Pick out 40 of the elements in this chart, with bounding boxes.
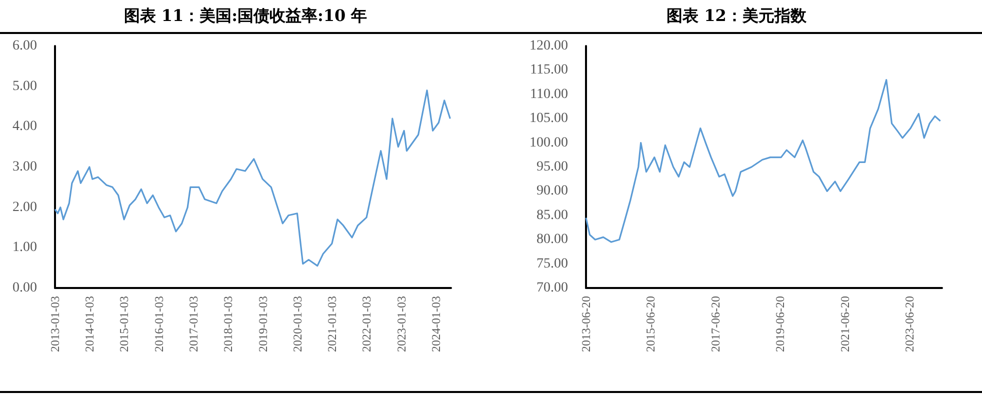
x-tick-label: 2018-01-03 [221,296,236,352]
x-tick-label: 2015-06-20 [644,296,658,352]
y-tick-label: 3.00 [12,160,37,174]
y-tick-label: 100.00 [530,135,568,150]
y-tick-label: 90.00 [536,184,568,199]
x-tick-label: 2022-01-03 [360,296,374,352]
line-series [585,79,942,243]
x-tick-label: 2014-01-03 [82,296,97,352]
x-tick-label: 2024-01-03 [428,296,443,352]
y-tick-label: 110.00 [530,86,568,102]
y-tick-label: 95.00 [536,160,568,174]
y-tick-label: 85.00 [536,208,568,223]
x-tick-label: 2019-01-03 [256,296,270,352]
chart-title: 图表 12：美元指数 [666,6,808,27]
y-tick-label: 70.00 [536,280,568,296]
y-tick-label: 0.00 [12,280,37,296]
x-tick-label: 2019-06-20 [773,296,788,352]
y-tick-label: 105.00 [530,111,568,126]
x-tick-label: 2017-01-03 [186,296,201,352]
y-tick-label: 1.00 [12,240,37,256]
y-tick-label: 4.00 [12,119,37,134]
y-tick-label: 115.00 [530,62,568,78]
y-tick-label: 5.00 [12,78,37,94]
x-tick-label: 2015-01-03 [117,296,132,352]
x-tick-label: 2021-01-03 [325,296,340,352]
line-series [54,90,451,267]
x-tick-label: 2013-01-03 [48,296,62,352]
x-tick-label: 2023-01-03 [394,296,408,352]
y-tick-label: 120.00 [530,38,568,54]
y-tick-label: 75.00 [536,256,568,272]
chart-title: 图表 11：美国:国债收益率:10 年 [122,6,368,27]
y-tick-label: 2.00 [12,200,37,215]
x-tick-label: 2016-01-03 [152,296,166,352]
y-tick-label: 6.00 [12,38,37,54]
x-tick-label: 2020-01-03 [290,296,304,352]
x-tick-label: 2013-06-20 [579,296,593,352]
y-tick-label: 80.00 [536,232,568,248]
x-tick-label: 2021-06-20 [838,296,852,352]
x-tick-label: 2023-06-20 [902,296,917,352]
x-tick-label: 2017-06-20 [708,296,722,352]
